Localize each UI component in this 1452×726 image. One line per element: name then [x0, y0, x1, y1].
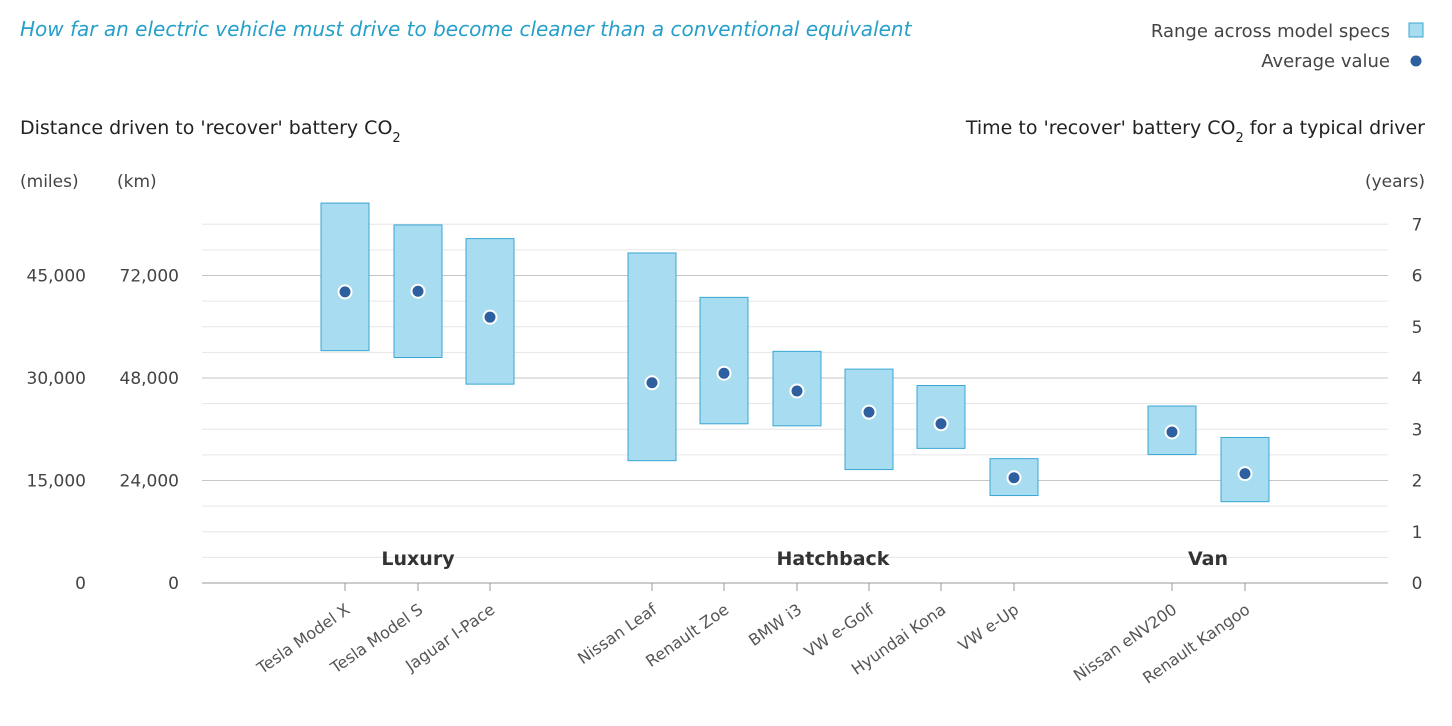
average-dot — [644, 375, 660, 391]
right-axis-title-subscript: 2 — [1235, 131, 1243, 146]
left-axis-title-subscript: 2 — [392, 131, 400, 146]
km-tick-label: 24,000 — [120, 472, 179, 492]
average-dot — [1237, 466, 1253, 482]
miles-tick-label: 30,000 — [27, 369, 86, 389]
range-bars — [320, 202, 1270, 503]
years-tick-label: 0 — [1412, 574, 1423, 594]
miles-tick-label: 0 — [75, 574, 86, 594]
years-tick-label: 6 — [1412, 267, 1423, 287]
legend-range-swatch — [1408, 22, 1424, 38]
average-dot — [861, 404, 877, 420]
years-tick-label: 4 — [1412, 369, 1423, 389]
km-tick-label: 0 — [168, 574, 179, 594]
average-dot — [410, 283, 426, 299]
right-axis-title-main: Time to 'recover' battery CO — [965, 117, 1236, 139]
average-dot — [337, 284, 353, 300]
years-tick-label: 7 — [1412, 215, 1423, 235]
range-bar — [627, 252, 677, 462]
group-labels: Luxury Hatchback Van — [381, 548, 1228, 570]
group-label-luxury: Luxury — [381, 548, 455, 570]
average-dot — [716, 365, 732, 381]
average-dot — [789, 383, 805, 399]
average-dot — [1164, 424, 1180, 440]
category-label: BMW i3 — [745, 600, 805, 650]
chart-title: How far an electric vehicle must drive t… — [20, 17, 913, 41]
range-bar — [1220, 436, 1270, 503]
range-bar — [699, 296, 749, 425]
average-dot — [482, 309, 498, 325]
right-axis-title: Time to 'recover' battery CO2 for a typi… — [965, 117, 1425, 146]
axis-ticks: 0 0 15,000 24,000 30,000 48,000 45,000 72,000 0 1… — [27, 215, 1423, 594]
miles-tick-label: 15,000 — [27, 472, 86, 492]
left-axis-title: Distance driven to 'recover' battery CO2 — [20, 117, 401, 146]
group-label-hatchback: Hatchback — [777, 548, 890, 570]
category-label: VW e-Up — [955, 600, 1023, 655]
unit-km: (km) — [117, 172, 157, 192]
miles-tick-label: 45,000 — [27, 267, 86, 287]
average-dot — [933, 416, 949, 432]
years-tick-label: 5 — [1412, 318, 1423, 338]
range-bar — [320, 202, 370, 352]
legend-average-dot — [1410, 55, 1422, 67]
years-tick-label: 3 — [1412, 420, 1423, 440]
group-label-van: Van — [1188, 548, 1228, 570]
unit-years: (years) — [1365, 172, 1425, 192]
left-axis-title-main: Distance driven to 'recover' battery CO — [20, 117, 392, 139]
unit-miles: (miles) — [20, 172, 79, 192]
legend-average-label: Average value — [1261, 51, 1390, 72]
years-tick-label: 1 — [1412, 523, 1423, 543]
legend-range-label: Range across model specs — [1151, 21, 1390, 42]
average-dots — [337, 283, 1253, 486]
right-axis-title-rest: for a typical driver — [1244, 117, 1425, 139]
average-dot — [1006, 470, 1022, 486]
years-tick-label: 2 — [1412, 472, 1423, 492]
km-tick-label: 72,000 — [120, 267, 179, 287]
km-tick-label: 48,000 — [120, 369, 179, 389]
